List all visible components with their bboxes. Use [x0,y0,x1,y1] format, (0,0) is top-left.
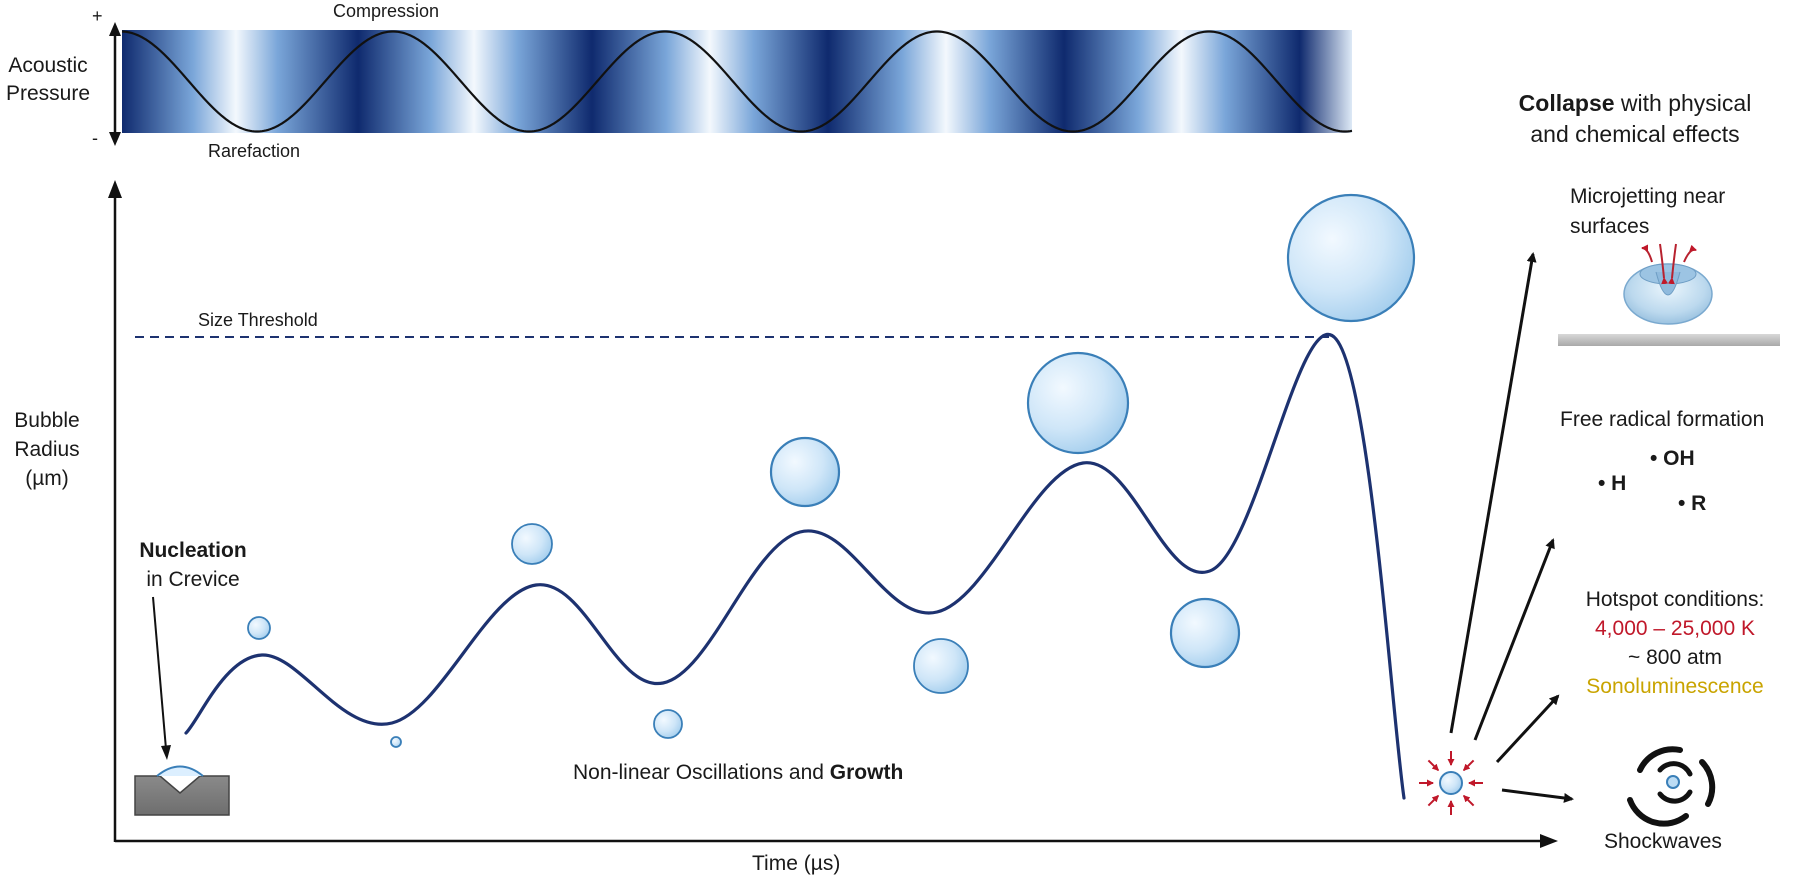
bubble-6 [913,638,969,694]
acoustic-pressure-label-line2: Pressure [5,82,91,105]
bubble-radius-curve [184,333,1406,800]
pressure-axis-down-arrowhead [109,132,121,146]
bubble-4 [653,709,683,739]
implosion-arrow [1427,759,1440,772]
collapse-title-line1: Collapse with physical [1480,88,1790,119]
bubble-radius-label-line2: Radius [14,438,80,461]
bubble-3 [511,523,553,565]
nucleation-subtitle: in Crevice [146,568,240,591]
x-axis-arrowhead [1540,834,1558,848]
shockwaves-label: Shockwaves [1604,830,1722,853]
microjetting-label-line2: surfaces [1570,215,1650,238]
nucleation-label: Nucleation in Crevice [113,536,273,594]
pressure-plus-sign: + [92,6,103,26]
bubble-2 [390,736,402,748]
arrow-to-microjetting [1449,252,1537,734]
bubble-1 [247,616,271,640]
bubble-9 [1286,193,1416,323]
collapse-title-line2: and chemical effects [1530,121,1740,147]
implosion-arrow [1462,759,1475,772]
microjetting-label: Microjetting near surfaces [1570,182,1725,242]
pressure-minus-sign: - [92,128,98,148]
collapse-bubble-core [1439,771,1463,795]
time-axis-label: Time (µs) [752,852,841,875]
acoustic-pressure-label-line1: Acoustic [8,54,88,77]
sonoluminescence-label: Sonoluminescence [1586,675,1764,698]
arrow-to-free-radicals [1473,538,1555,741]
compression-label: Compression [333,1,440,21]
radical-oh: • OH [1650,447,1695,470]
free-radical-title: Free radical formation [1560,408,1765,431]
radical-r: • R [1678,492,1707,515]
implosion-arrow [1462,794,1475,807]
bubble-8 [1169,597,1241,669]
acoustic-wave [121,30,1353,133]
nucleation-arrowhead [161,745,171,760]
solid-surface [1558,334,1780,346]
bubble-sequence [247,193,1416,748]
hotspot-pressure: ~ 800 atm [1628,646,1722,669]
bubble-5 [769,436,841,508]
radical-h: • H [1598,472,1627,495]
effect-arrows [1449,252,1574,803]
bubble-radius-label: Bubble Radius (µm) [0,406,94,493]
implosion-arrow [1427,794,1440,807]
growth-label-bold: Growth [829,761,904,784]
bubble-radius-label-line1: Bubble [14,409,80,432]
arrow-to-shockwaves [1501,788,1574,803]
collapse-title: Collapse with physical and chemical effe… [1480,88,1790,150]
size-threshold-label: Size Threshold [198,310,318,330]
acoustic-pressure-label: Acoustic Pressure [0,52,96,108]
growth-label-prefix: Non-linear Oscillations and [573,761,830,784]
collapse-title-rest: with physical [1614,90,1752,116]
microjet-torus-icon [1558,243,1780,346]
collapse-title-bold: Collapse [1518,90,1615,116]
growth-label: Non-linear Oscillations and Growth [573,761,903,785]
hotspot-block: Hotspot conditions: 4,000 – 25,000 K ~ 8… [1560,585,1790,701]
hotspot-temperature: 4,000 – 25,000 K [1595,617,1755,640]
nucleation-arrow [152,596,167,750]
nucleation-crevice [134,765,230,816]
bubble-radius-label-line3: (µm) [25,467,69,490]
microjetting-label-line1: Microjetting near [1570,185,1726,208]
hotspot-title: Hotspot conditions: [1585,588,1765,611]
nucleation-title: Nucleation [139,539,247,562]
acoustic-pressure-band [122,30,1352,133]
shockwave-icon [1627,746,1716,827]
rarefaction-label: Rarefaction [208,141,301,161]
collapsing-bubble [1419,751,1483,815]
bubble-7 [1026,351,1130,455]
pressure-axis-up-arrowhead [109,22,121,36]
y-axis-arrowhead [108,180,122,198]
arrow-to-hotspot [1495,694,1560,764]
